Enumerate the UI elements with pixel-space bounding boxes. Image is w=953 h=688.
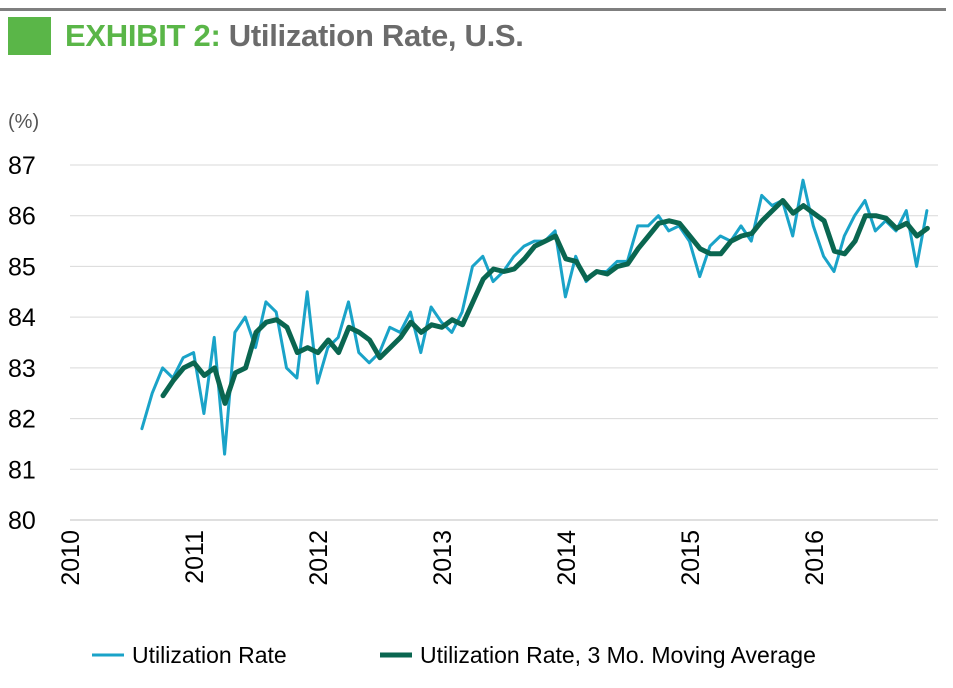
legend: Utilization Rate Utilization Rate, 3 Mo.… [92, 642, 816, 668]
x-tick-label-2016: 2016 [801, 530, 829, 586]
exhibit-header: EXHIBIT 2: Utilization Rate, U.S. [8, 17, 524, 55]
x-tick-label-2012: 2012 [305, 530, 333, 586]
legend-label-utilization-rate: Utilization Rate [132, 642, 287, 668]
y-tick-label-80: 80 [8, 507, 36, 535]
top-rule [0, 8, 946, 11]
y-tick-label-83: 83 [8, 355, 36, 383]
y-axis-unit-label: (%) [8, 111, 39, 133]
x-tick-label-2011: 2011 [181, 530, 209, 584]
x-tick-label-2013: 2013 [429, 530, 457, 586]
y-axis-ticks: 80 81 82 83 84 85 86 87 [8, 152, 36, 535]
x-tick-label-2010: 2010 [57, 530, 85, 586]
y-tick-label-84: 84 [8, 304, 36, 332]
y-tick-label-82: 82 [8, 406, 36, 434]
series-line-moving-average [160, 198, 930, 406]
green-square-marker [8, 17, 51, 55]
y-tick-label-86: 86 [8, 203, 36, 231]
gridlines [70, 164, 938, 521]
series-line-utilization-rate [140, 178, 929, 456]
chart-title: EXHIBIT 2: Utilization Rate, U.S. [65, 18, 524, 54]
x-tick-label-2014: 2014 [553, 530, 581, 586]
y-tick-label-87: 87 [8, 152, 36, 180]
y-tick-label-81: 81 [8, 456, 36, 484]
x-axis-ticks: 2010 2011 2012 2013 2014 2015 2016 [57, 530, 829, 586]
exhibit-label: EXHIBIT 2: [65, 18, 221, 53]
legend-label-moving-average: Utilization Rate, 3 Mo. Moving Average [420, 642, 816, 668]
series-lines [140, 178, 930, 456]
title-main: Utilization Rate, U.S. [220, 18, 524, 53]
x-tick-label-2015: 2015 [677, 530, 705, 586]
y-tick-label-85: 85 [8, 253, 36, 281]
